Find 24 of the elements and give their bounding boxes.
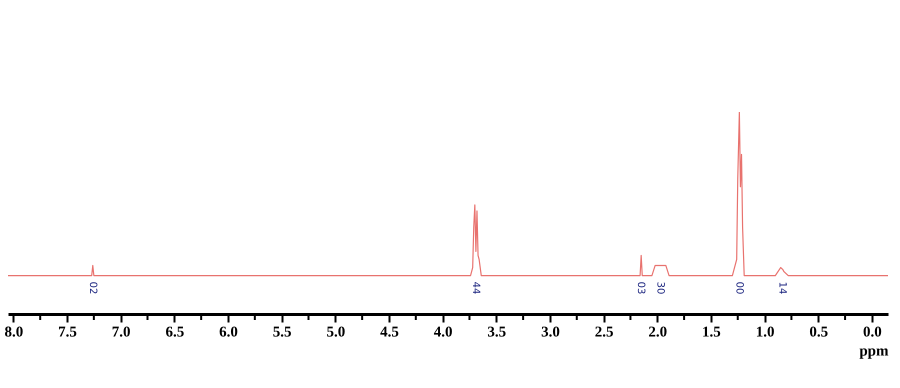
annotation: 44	[470, 282, 481, 294]
annotation: 02	[86, 282, 98, 294]
x-tick-label: 0.0	[863, 324, 882, 340]
x-axis-title: ppm	[859, 344, 889, 360]
x-tick-label: 1.5	[702, 324, 721, 340]
x-tick-label: 3.0	[541, 324, 560, 340]
annotation: 03	[635, 282, 646, 294]
x-tick-label: 1.0	[756, 324, 774, 340]
x-tick-label: 0.5	[809, 324, 828, 340]
x-tick-label: 4.0	[434, 324, 453, 340]
x-tick-label: 2.5	[594, 324, 614, 340]
x-tick-label: 4.5	[380, 324, 399, 340]
x-tick-label: 5.5	[272, 324, 292, 340]
x-tick-label: 7.0	[112, 324, 131, 340]
x-tick-label: 5.0	[326, 324, 346, 340]
x-tick-label: 3.5	[487, 324, 506, 340]
annotation: 30	[654, 282, 666, 294]
x-tick-label: 6.5	[165, 324, 184, 340]
x-tick-label: 8.0	[4, 324, 24, 340]
x-tick-label: 7.5	[58, 324, 77, 340]
annotation: 14	[776, 282, 788, 294]
x-tick-label: 2.0	[648, 324, 668, 340]
annotation: 00	[734, 282, 745, 294]
x-tick-label: 6.0	[219, 324, 238, 340]
